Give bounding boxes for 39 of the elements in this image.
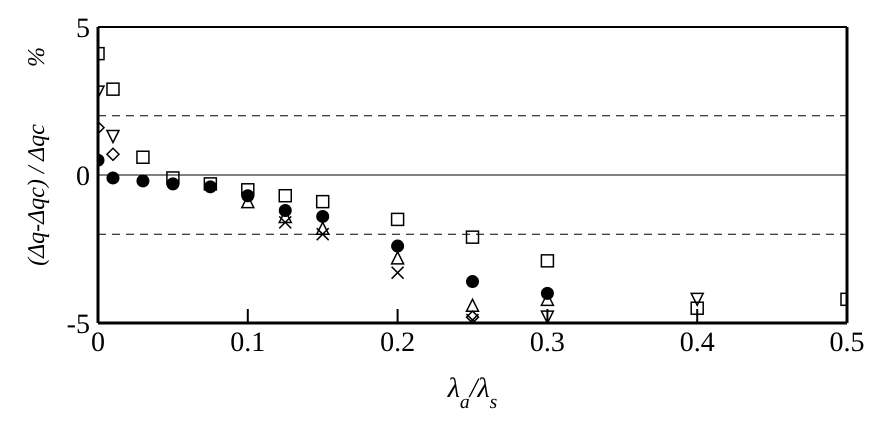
text: % [24,47,50,67]
point [278,188,292,202]
point [316,210,330,223]
point [540,254,554,268]
x-tick-label: 0.4 [680,326,715,358]
point [466,298,480,312]
point [136,174,150,188]
point [390,212,404,226]
x-tick-label: 0.1 [230,326,266,358]
point [690,301,704,315]
point [466,230,480,244]
point [316,227,330,241]
point [204,177,218,191]
point [390,251,404,265]
x-axis-title: λ$_{a}$/λ$_{s}$ [446,373,498,412]
point [391,240,404,253]
point [106,130,120,144]
point [316,222,330,236]
point [316,194,330,208]
point [278,216,292,230]
y-tick-label: -5 [66,308,90,340]
point [136,150,150,164]
point [390,266,404,280]
point [106,82,120,96]
y-tick-label: 5 [76,12,90,44]
point [204,180,217,194]
point [166,171,180,185]
point [540,310,554,323]
point [106,148,120,162]
y-tick-label: 0 [76,160,90,192]
x-tick-label: 0.2 [380,326,416,358]
point [466,275,479,288]
y-axis-title: (Δq-Δqc) / Δqc [24,124,50,266]
point [106,171,120,184]
x-tick-label: 0.5 [830,326,864,358]
point [166,177,180,190]
point [241,183,255,197]
x-tick-label: 0.3 [530,326,565,358]
point [690,292,704,306]
